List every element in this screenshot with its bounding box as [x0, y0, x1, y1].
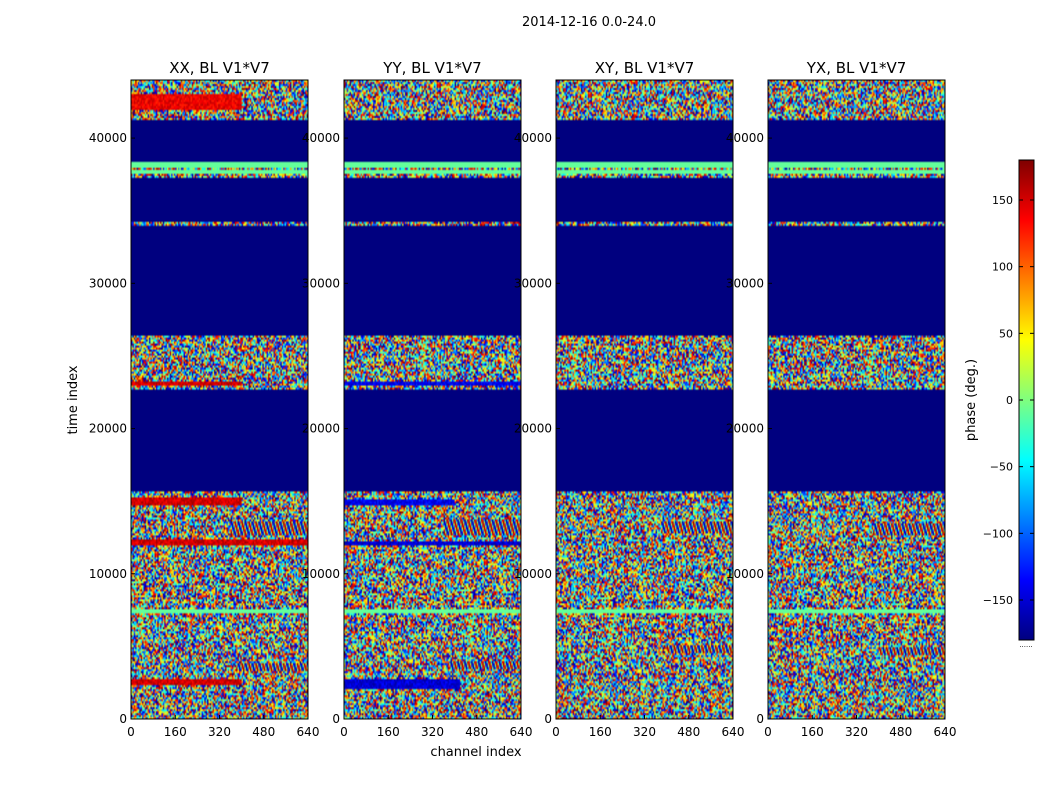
colorbar-footer: ......: [1019, 641, 1032, 649]
y-tick-label: 40000: [89, 131, 127, 145]
colorbar-tick-label: 100: [992, 261, 1013, 274]
y-tick-label: 20000: [89, 422, 127, 436]
y-tick-label: 10000: [726, 567, 764, 581]
x-tick-label: 160: [377, 725, 400, 739]
colorbar-label: phase (deg.): [964, 359, 979, 441]
x-tick-label: 320: [633, 725, 656, 739]
x-tick-label: 480: [252, 725, 275, 739]
suptitle: 2014-12-16 0.0-24.0: [522, 15, 656, 30]
panel-title: XY, BL V1*V7: [595, 59, 695, 77]
panel-yy: YY, BL V1*V7 0 160 320 480 640 0 10000 20000 3000…: [302, 59, 533, 739]
x-tick-label: 160: [801, 725, 824, 739]
y-tick-label: 10000: [514, 567, 552, 581]
y-tick-label: 30000: [302, 276, 340, 290]
colorbar-tick-label: 0: [1006, 394, 1013, 407]
panel-yx: YX, BL V1*V7 0 160 320 480 640 0 10000 20000 3000…: [726, 59, 957, 739]
heatmap-image: [556, 80, 733, 719]
y-tick-label: 40000: [726, 131, 764, 145]
y-axis-label: time index: [66, 365, 81, 434]
y-tick-label: 0: [544, 712, 552, 726]
y-tick-label: 10000: [89, 567, 127, 581]
panel-title: YY, BL V1*V7: [382, 59, 481, 77]
panels: XX, BL V1*V7 0 160 320 480 640 0 10000 20000 3000…: [89, 59, 957, 739]
x-tick-label: 480: [677, 725, 700, 739]
x-tick-label: 640: [722, 725, 745, 739]
y-tick-label: 20000: [726, 422, 764, 436]
x-tick-label: 0: [340, 725, 348, 739]
y-tick-label: 20000: [514, 422, 552, 436]
colorbar-tick-label: 150: [992, 194, 1013, 207]
colorbar-tick-label: −100: [983, 527, 1013, 540]
y-tick-label: 0: [119, 712, 127, 726]
x-tick-label: 320: [421, 725, 444, 739]
y-tick-label: 0: [332, 712, 340, 726]
x-tick-label: 160: [589, 725, 612, 739]
x-tick-label: 640: [510, 725, 533, 739]
colorbar-tick-label: −50: [990, 461, 1013, 474]
heatmap-image: [768, 80, 945, 719]
panel-xx: XX, BL V1*V7 0 160 320 480 640 0 10000 20000 3000…: [89, 59, 320, 739]
y-tick-label: 30000: [726, 276, 764, 290]
x-tick-label: 320: [208, 725, 231, 739]
colorbar-tick-label: 50: [999, 327, 1013, 340]
y-tick-label: 0: [756, 712, 764, 726]
x-tick-label: 640: [934, 725, 957, 739]
x-axis-label: channel index: [430, 745, 521, 760]
colorbar: −150 −100 −50 0 50 100 150: [983, 159, 1035, 641]
x-tick-label: 0: [127, 725, 135, 739]
y-tick-label: 30000: [89, 276, 127, 290]
colorbar-tick-label: −150: [983, 594, 1013, 607]
heatmap-image: [131, 80, 308, 719]
x-tick-label: 480: [889, 725, 912, 739]
heatmap-image: [344, 80, 521, 719]
x-tick-label: 480: [465, 725, 488, 739]
y-tick-label: 30000: [514, 276, 552, 290]
y-tick-label: 10000: [302, 567, 340, 581]
y-tick-label: 40000: [302, 131, 340, 145]
x-tick-label: 0: [552, 725, 560, 739]
x-tick-label: 160: [164, 725, 187, 739]
y-tick-label: 40000: [514, 131, 552, 145]
panel-title: YX, BL V1*V7: [806, 59, 907, 77]
panel-xy: XY, BL V1*V7 0 160 320 480 640 0 10000 20000 3000…: [514, 59, 745, 739]
y-tick-label: 20000: [302, 422, 340, 436]
x-tick-label: 320: [845, 725, 868, 739]
panel-title: XX, BL V1*V7: [169, 59, 270, 77]
x-tick-label: 640: [297, 725, 320, 739]
x-tick-label: 0: [764, 725, 772, 739]
